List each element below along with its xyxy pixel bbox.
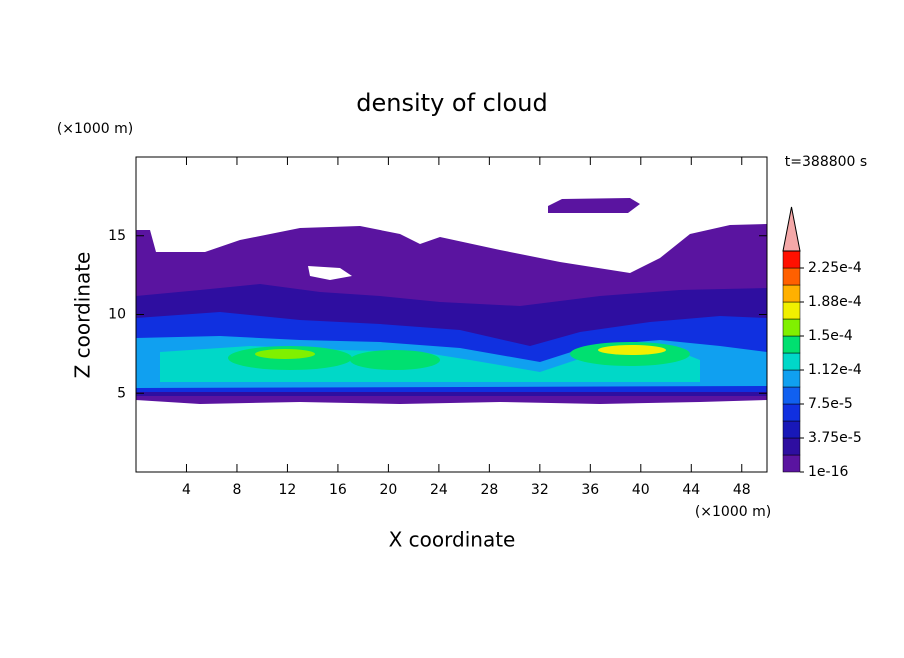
x-tick-label: 48 [733,482,751,498]
x-axis-label: X coordinate [389,528,516,552]
colorbar-tick-label: 1.12e-4 [808,362,862,378]
x-tick-label: 12 [279,482,297,498]
colorbar-band [782,250,801,269]
colorbar-band [782,403,801,422]
x-unit-label: (×1000 m) [695,504,771,520]
colorbar-tick-label: 7.5e-5 [808,396,853,412]
y-tick-label: 5 [117,385,126,401]
x-tick-label: 44 [682,482,700,498]
y-tick-label: 10 [108,307,126,323]
colorbar-band [782,454,801,473]
x-tick-label: 36 [581,482,599,498]
colorbar-band [782,369,801,388]
colorbar-band [782,437,801,456]
x-tick-label: 16 [329,482,347,498]
colorbar-tick-label: 3.75e-5 [808,430,862,446]
x-tick-label: 20 [379,482,397,498]
colorbar-band [782,386,801,405]
cloud-core [598,345,666,355]
cloud-region [548,198,640,213]
x-tick-label: 28 [480,482,498,498]
colorbar-band [782,301,801,320]
cloud-core [255,349,315,359]
x-tick-label: 40 [632,482,650,498]
colorbar-band [782,420,801,439]
x-tick-label: 24 [430,482,448,498]
colorbar-tick-label: 1.88e-4 [808,294,862,310]
y-unit-label: (×1000 m) [57,121,133,137]
colorbar-band [782,284,801,303]
x-tick-label: 4 [182,482,191,498]
chart-title: density of cloud [356,89,547,117]
colorbar-band [782,318,801,337]
colorbar-band [782,335,801,354]
contour-field [136,198,767,404]
colorbar-tick-label: 1.5e-4 [808,328,853,344]
y-axis-label: Z coordinate [71,252,95,379]
colorbar-tick-label: 2.25e-4 [808,260,862,276]
colorbar-band [782,267,801,286]
x-tick-label: 32 [531,482,549,498]
y-tick-label: 15 [108,228,126,244]
time-label: t=388800 s [785,154,867,170]
colorbar-band [782,352,801,371]
cloud-core [350,350,440,370]
colorbar-tick-label: 1e-16 [808,464,848,480]
colorbar-extend [782,206,801,252]
x-tick-label: 8 [232,482,241,498]
